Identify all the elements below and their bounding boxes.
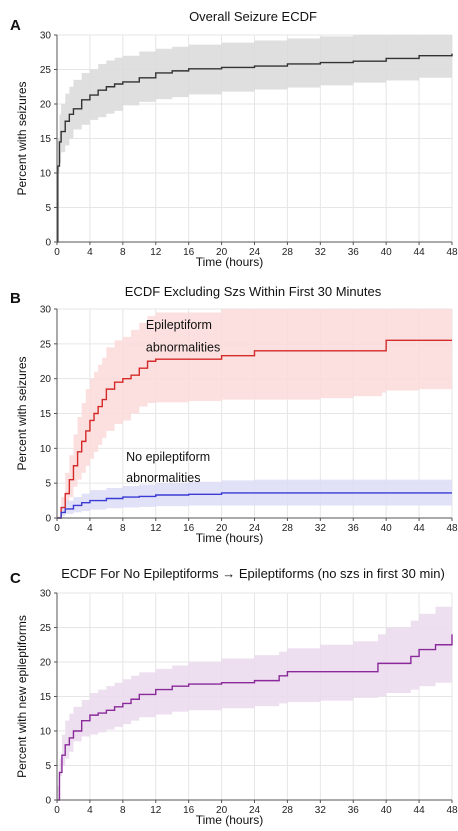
x-axis-label: Time (hours) (196, 531, 264, 545)
y-tick-label: 10 (40, 169, 52, 180)
x-tick-label: 24 (249, 805, 261, 816)
x-tick-label: 0 (54, 247, 60, 258)
ecdf-line (57, 634, 453, 801)
x-tick-label: 28 (282, 805, 294, 816)
ecdf-line (57, 53, 453, 243)
x-tick-label: 12 (150, 523, 162, 534)
annotation-label: Epileptiform (146, 318, 212, 332)
y-tick-label: 10 (40, 727, 52, 738)
x-tick-label: 16 (183, 247, 195, 258)
y-tick-label: 0 (45, 514, 51, 525)
x-tick-label: 32 (315, 523, 327, 534)
y-tick-label: 5 (45, 761, 51, 772)
x-tick-label: 20 (216, 247, 228, 258)
x-tick-label: 0 (54, 523, 60, 534)
panel-label: B (10, 290, 21, 307)
y-axis-label: Percent with seizures (15, 81, 29, 195)
panel-label: C (10, 570, 21, 587)
y-tick-label: 10 (40, 444, 52, 455)
x-tick-label: 44 (414, 805, 426, 816)
x-tick-label: 48 (446, 247, 458, 258)
x-tick-label: 16 (183, 805, 195, 816)
x-tick-label: 12 (150, 805, 162, 816)
y-tick-label: 20 (40, 658, 52, 669)
chart-title: ECDF Excluding Szs Within First 30 Minut… (125, 284, 382, 299)
x-tick-label: 8 (120, 805, 126, 816)
x-tick-label: 36 (348, 805, 360, 816)
annotation-label: No epileptiform (126, 450, 210, 464)
x-tick-label: 40 (381, 523, 393, 534)
x-tick-label: 48 (446, 523, 458, 534)
y-axis-label: Percent with new epileptiforms (15, 615, 29, 778)
x-tick-label: 20 (216, 805, 228, 816)
x-tick-label: 12 (150, 247, 162, 258)
x-tick-label: 8 (120, 247, 126, 258)
x-tick-label: 0 (54, 805, 60, 816)
confidence-band (57, 35, 452, 242)
x-axis-label: Time (hours) (196, 813, 264, 827)
y-axis-label: Percent with seizures (15, 356, 29, 470)
chart-title: ECDF For No Epileptiforms → Epileptiform… (61, 566, 445, 581)
x-tick-label: 32 (315, 805, 327, 816)
confidence-band (57, 603, 452, 800)
x-tick-label: 36 (348, 523, 360, 534)
x-tick-label: 24 (249, 247, 261, 258)
x-tick-label: 4 (87, 805, 93, 816)
x-tick-label: 28 (282, 523, 294, 534)
y-tick-label: 5 (45, 203, 51, 214)
y-tick-label: 0 (45, 238, 51, 249)
y-tick-label: 25 (40, 623, 52, 634)
x-tick-label: 40 (381, 805, 393, 816)
y-tick-label: 30 (40, 305, 52, 316)
x-tick-label: 16 (183, 523, 195, 534)
y-tick-label: 15 (40, 692, 52, 703)
x-tick-label: 36 (348, 247, 360, 258)
x-tick-label: 44 (414, 523, 426, 534)
x-axis-label: Time (hours) (196, 255, 264, 269)
y-tick-label: 15 (40, 409, 52, 420)
x-tick-label: 20 (216, 523, 228, 534)
x-tick-label: 4 (87, 247, 93, 258)
y-tick-label: 20 (40, 374, 52, 385)
y-tick-label: 15 (40, 134, 52, 145)
x-tick-label: 28 (282, 247, 294, 258)
y-tick-label: 20 (40, 100, 52, 111)
annotation-label: abnormalities (126, 471, 200, 485)
y-tick-label: 5 (45, 479, 51, 490)
panel-label: A (10, 17, 21, 34)
panel-c: C ECDF For No Epileptiforms → Epileptifor… (10, 566, 458, 827)
x-tick-label: 48 (446, 805, 458, 816)
x-tick-label: 40 (381, 247, 393, 258)
chart-title: Overall Seizure ECDF (189, 9, 317, 24)
x-tick-label: 32 (315, 247, 327, 258)
confidence-band (57, 479, 452, 518)
y-tick-label: 30 (40, 31, 52, 42)
annotation-label: abnormalities (146, 340, 220, 354)
y-tick-label: 0 (45, 796, 51, 807)
panel-b: B ECDF Excluding Szs Within First 30 Minu… (10, 284, 458, 545)
y-tick-label: 25 (40, 339, 52, 350)
x-tick-label: 4 (87, 523, 93, 534)
y-tick-label: 30 (40, 589, 52, 600)
y-tick-label: 25 (40, 65, 52, 76)
x-tick-label: 8 (120, 523, 126, 534)
ecdf-line (57, 339, 452, 519)
x-tick-label: 24 (249, 523, 261, 534)
x-tick-label: 44 (414, 247, 426, 258)
ecdf-line (57, 492, 452, 519)
